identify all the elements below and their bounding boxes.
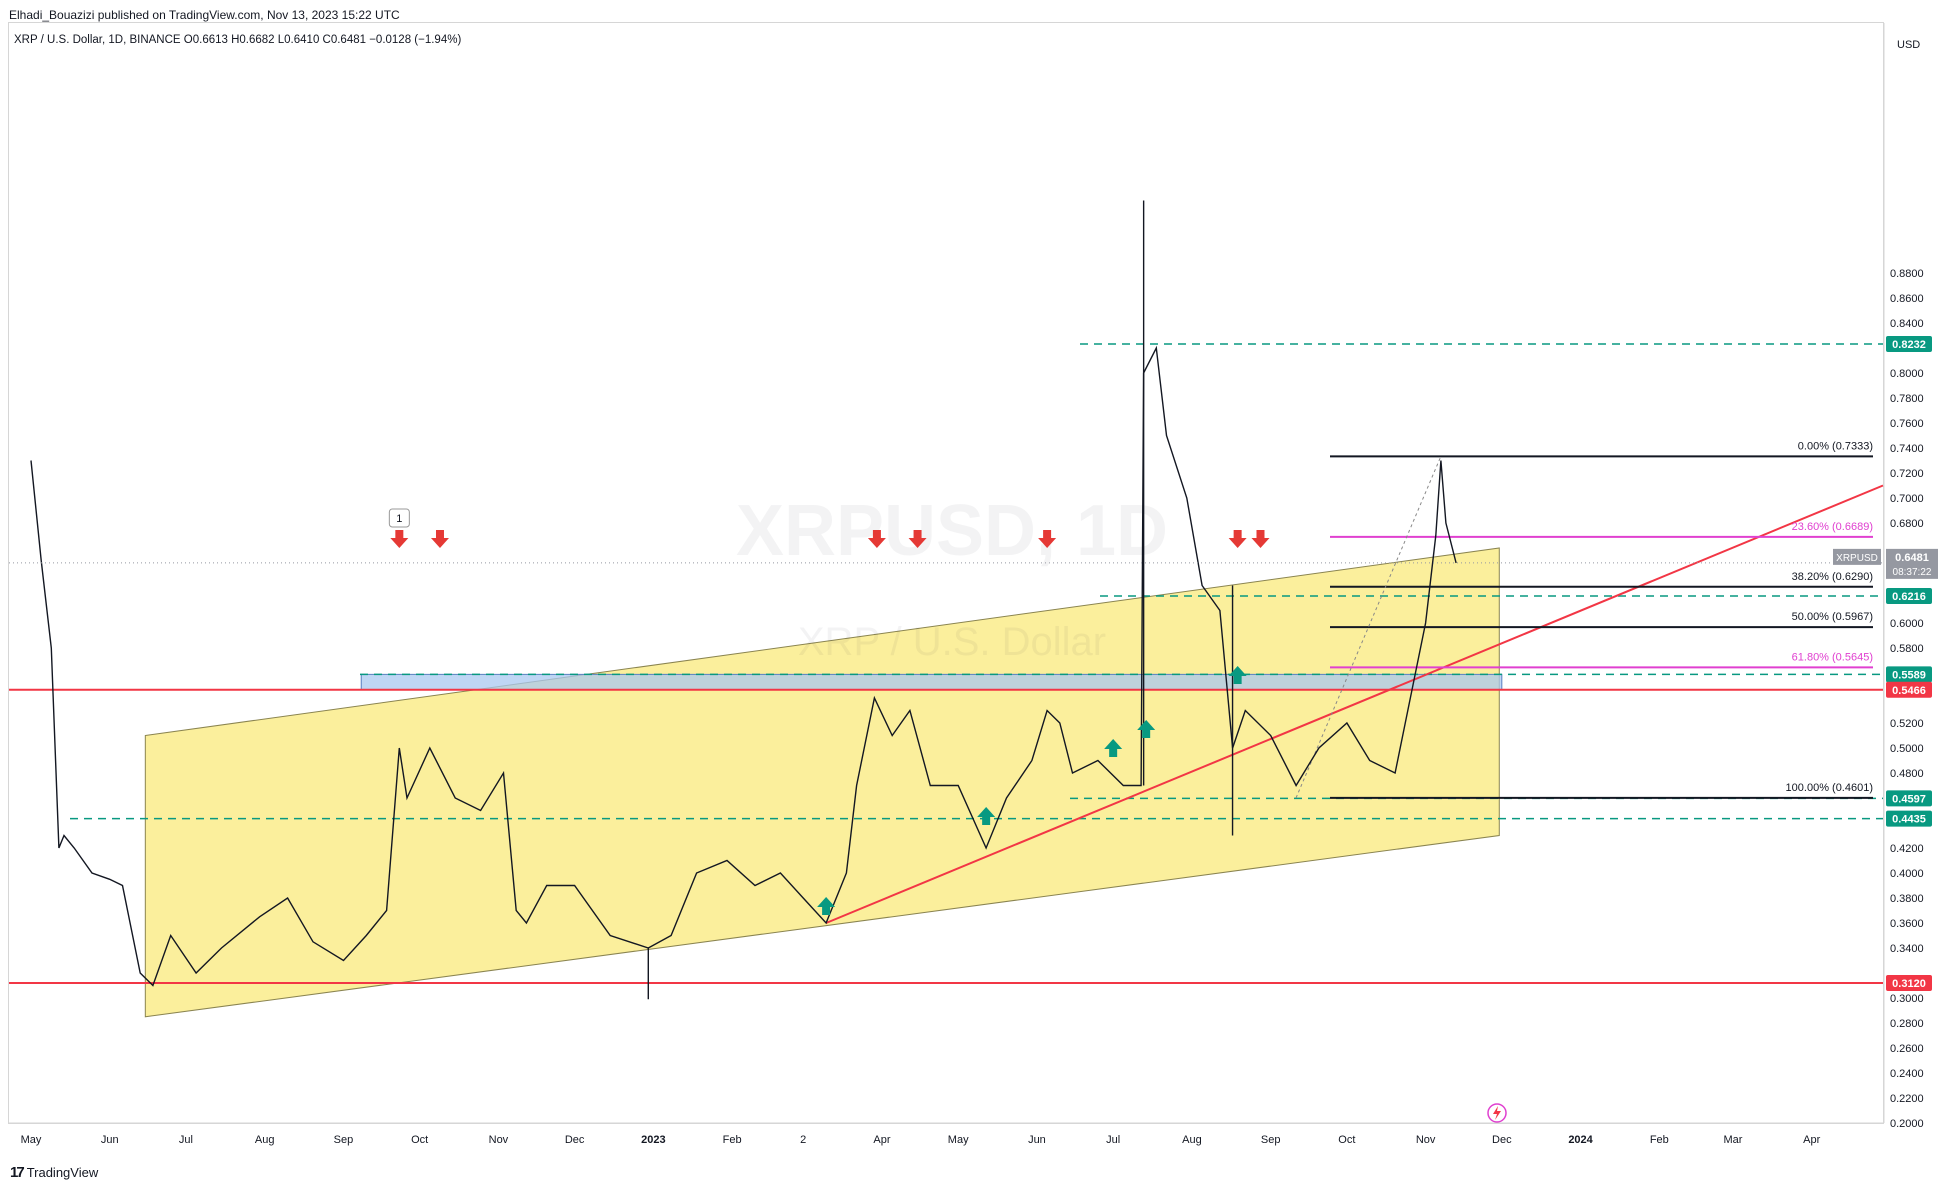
- level-tag-1: 0.6216: [1892, 591, 1926, 603]
- publisher-line: Elhadi_Bouazizi published on TradingView…: [9, 8, 400, 22]
- x-tick-3: Aug: [255, 1134, 275, 1146]
- y-tick-24: 0.6800: [1890, 518, 1924, 530]
- x-tick-13: Jun: [1028, 1134, 1046, 1146]
- y-tick-27: 0.7400: [1890, 443, 1924, 455]
- y-tick-0: 0.2000: [1890, 1118, 1924, 1130]
- axis-level-tag-bg-3: [1886, 681, 1932, 698]
- chart-frame: [8, 22, 1884, 1124]
- x-tick-8: 2023: [641, 1134, 665, 1146]
- y-tick-19: 0.5800: [1890, 643, 1924, 655]
- axis-level-tag-bg-1: [1886, 588, 1932, 604]
- level-tag-bg-3: [1886, 681, 1932, 698]
- level-tag-4: 0.4597: [1892, 793, 1926, 805]
- y-tick-2: 0.2400: [1890, 1068, 1924, 1080]
- x-tick-4: Sep: [334, 1134, 354, 1146]
- level-tag-bg-4: [1886, 790, 1932, 807]
- y-tick-15: 0.5000: [1890, 743, 1924, 755]
- axis-level-tag-0: 0.8232: [1892, 339, 1926, 351]
- y-tick-11: 0.4200: [1890, 843, 1924, 855]
- x-tick-15: Aug: [1182, 1134, 1202, 1146]
- y-tick-25: 0.7000: [1890, 493, 1924, 505]
- x-tick-5: Oct: [411, 1134, 428, 1146]
- x-tick-10: 2: [800, 1134, 806, 1146]
- y-tick-34: 0.8800: [1890, 268, 1924, 280]
- y-tick-4: 0.2800: [1890, 1018, 1924, 1030]
- y-tick-28: 0.7600: [1890, 418, 1924, 430]
- axis-level-tag-1: 0.6216: [1892, 591, 1926, 603]
- x-tick-9: Feb: [723, 1134, 742, 1146]
- x-tick-23: Apr: [1803, 1134, 1820, 1146]
- level-tag-3: 0.5466: [1892, 685, 1926, 697]
- x-tick-0: May: [21, 1134, 42, 1146]
- y-tick-16: 0.5200: [1890, 718, 1924, 730]
- x-tick-6: Nov: [489, 1134, 509, 1146]
- y-tick-29: 0.7800: [1890, 393, 1924, 405]
- axis-level-tag-2: 0.5589: [1892, 669, 1926, 681]
- axis-level-tag-bg-2: [1886, 666, 1932, 683]
- axis-level-tag-bg-4: [1886, 790, 1932, 807]
- axis-level-tag-bg-5: [1886, 810, 1932, 827]
- brand-label: TradingView: [26, 1165, 99, 1180]
- x-tick-22: Mar: [1724, 1134, 1743, 1146]
- price-axis-bg: [1884, 23, 1952, 1123]
- axis-level-tag-bg-0: [1886, 336, 1932, 352]
- x-tick-17: Oct: [1338, 1134, 1355, 1146]
- level-tag-bg-2: [1886, 666, 1932, 683]
- level-tag-6: 0.3120: [1892, 978, 1926, 990]
- y-tick-3: 0.2600: [1890, 1043, 1924, 1055]
- x-tick-21: Feb: [1650, 1134, 1669, 1146]
- x-tick-20: 2024: [1568, 1134, 1593, 1146]
- level-tag-bg-1: [1886, 588, 1932, 604]
- y-tick-33: 0.8600: [1890, 293, 1924, 305]
- x-tick-2: Jul: [179, 1134, 193, 1146]
- y-tick-5: 0.3000: [1890, 993, 1924, 1005]
- y-tick-32: 0.8400: [1890, 318, 1924, 330]
- current-price: 0.6481: [1895, 552, 1929, 564]
- x-tick-11: Apr: [873, 1134, 890, 1146]
- x-tick-7: Dec: [565, 1134, 585, 1146]
- y-tick-26: 0.7200: [1890, 468, 1924, 480]
- x-tick-18: Nov: [1416, 1134, 1436, 1146]
- level-tag-bg-0: [1886, 336, 1932, 352]
- x-tick-12: May: [948, 1134, 969, 1146]
- x-tick-16: Sep: [1261, 1134, 1281, 1146]
- axis-level-tag-4: 0.4597: [1892, 793, 1926, 805]
- axis-level-tag-5: 0.4435: [1892, 814, 1926, 826]
- x-tick-14: Jul: [1106, 1134, 1120, 1146]
- axis-level-tag-6: 0.3120: [1892, 978, 1926, 990]
- level-tag-5: 0.4435: [1892, 814, 1926, 826]
- axis-level-tag-3: 0.5466: [1892, 685, 1926, 697]
- x-tick-19: Dec: [1492, 1134, 1512, 1146]
- y-tick-14: 0.4800: [1890, 768, 1924, 780]
- tradingview-logo[interactable]: 17 TradingView: [10, 1164, 98, 1181]
- currency-label: USD: [1897, 39, 1920, 51]
- x-tick-1: Jun: [101, 1134, 119, 1146]
- current-price-bg: [1886, 548, 1938, 579]
- y-tick-20: 0.6000: [1890, 618, 1924, 630]
- level-tag-bg-5: [1886, 810, 1932, 827]
- axis-level-tag-bg-6: [1886, 975, 1932, 991]
- y-tick-10: 0.4000: [1890, 868, 1924, 880]
- level-tag-bg-6: [1886, 975, 1932, 991]
- level-tag-2: 0.5589: [1892, 669, 1926, 681]
- symbol-ohlc-line: XRP / U.S. Dollar, 1D, BINANCE O0.6613 H…: [14, 34, 462, 46]
- y-tick-1: 0.2200: [1890, 1093, 1924, 1105]
- level-tag-0: 0.8232: [1892, 339, 1926, 351]
- y-tick-8: 0.3600: [1890, 918, 1924, 930]
- y-tick-7: 0.3400: [1890, 943, 1924, 955]
- bar-countdown: 08:37:22: [1893, 567, 1932, 578]
- y-tick-9: 0.3800: [1890, 893, 1924, 905]
- tradingview-mark-icon: 17: [10, 1164, 25, 1181]
- y-tick-30: 0.8000: [1890, 368, 1924, 380]
